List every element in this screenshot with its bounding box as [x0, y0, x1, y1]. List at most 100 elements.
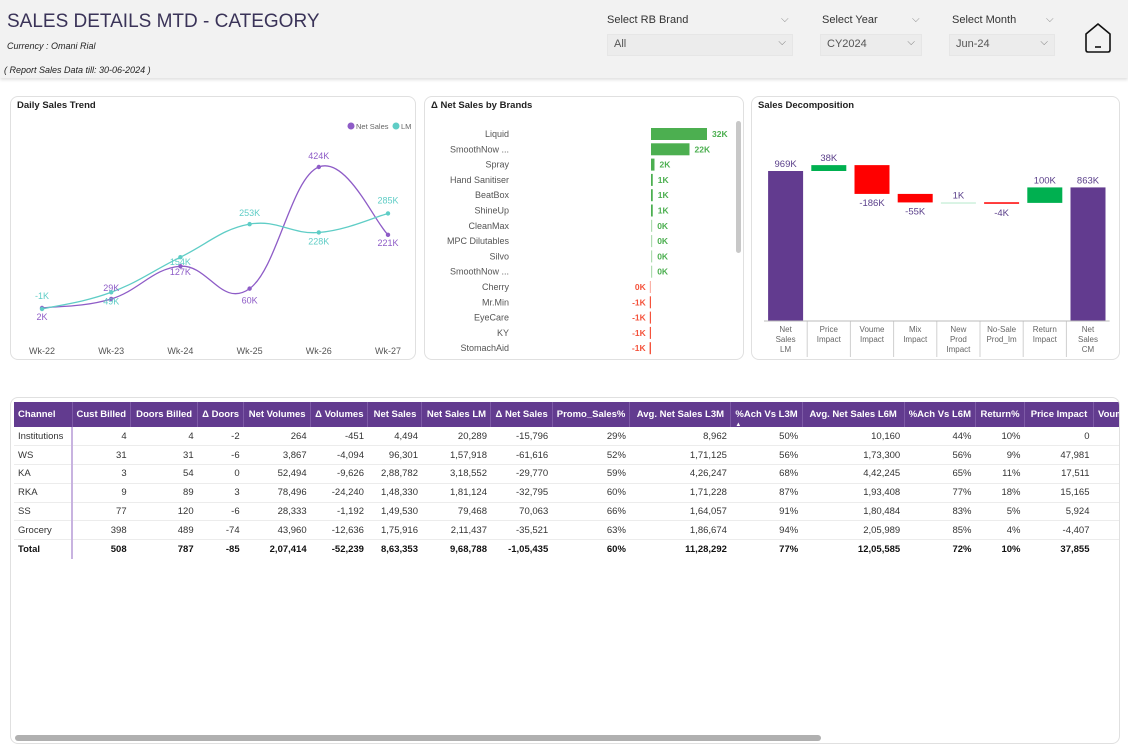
table-header-row: Channel Cust Billed Doors Billed Δ Doors Net… — [14, 402, 1119, 428]
data-point[interactable] — [247, 221, 252, 227]
bar[interactable] — [651, 128, 707, 140]
x-category-label: Impact — [1033, 335, 1058, 344]
waterfall-bar[interactable] — [1070, 187, 1106, 321]
data-point[interactable] — [385, 211, 391, 216]
column-header[interactable]: Δ Net Sales — [490, 402, 553, 427]
month-dropdown-value: Jun-24 — [956, 38, 990, 50]
column-header[interactable]: Promo_Sales% — [552, 402, 631, 427]
column-header[interactable]: Channel — [14, 402, 73, 427]
column-header[interactable]: Net Sales LM — [421, 402, 492, 427]
value-cell: 70,063 — [490, 502, 553, 522]
column-header[interactable]: Δ Doors — [197, 402, 245, 427]
column-header[interactable]: Cust Billed — [72, 402, 132, 427]
bar[interactable] — [651, 250, 653, 263]
value-cell: 1,93,408 — [802, 483, 905, 503]
table-row[interactable]: WS 31 31 -6 3,867 -4,094 96,301 1,57,918 -61,616… — [14, 445, 1119, 466]
column-header[interactable]: %Ach Vs L6M — [904, 402, 976, 427]
legend-net-sales-label: Net Sales — [356, 122, 389, 131]
waterfall-value-label: -55K — [905, 206, 926, 217]
x-category-label: Impact — [903, 335, 928, 344]
value-cell: 3 — [197, 483, 244, 503]
chevron-down-icon[interactable]: ⌵ — [781, 14, 789, 25]
table-row[interactable]: Grocery 398 489 -74 43,960 -12,636 1,75,916 2,1… — [14, 520, 1119, 541]
table-row[interactable]: Institutions 4 4 -2 264 -451 4,494 20,289 -15,79… — [14, 427, 1119, 447]
chevron-down-icon[interactable]: ⌵ — [912, 14, 920, 25]
month-dropdown[interactable]: Jun-24 ⌵ — [949, 34, 1055, 56]
table-row[interactable]: SS 77 120 -6 28,333 -1,192 1,49,530 79,468 70,06… — [14, 502, 1119, 522]
bar[interactable] — [651, 158, 655, 171]
column-header[interactable]: %Ach Vs L3M ▲ — [730, 402, 803, 428]
data-label: 253K — [239, 208, 260, 218]
column-header[interactable]: Voum — [1093, 402, 1119, 427]
bar[interactable] — [649, 281, 651, 293]
column-header[interactable]: Return% — [975, 402, 1025, 427]
data-label: 60K — [242, 296, 258, 306]
value-cell: 18% — [975, 483, 1025, 503]
table-total-row[interactable]: Total 508 787 -85 2,07,414 -52,239 8,63,353 9,6… — [14, 539, 1119, 559]
brand-list-scrollbar[interactable] — [736, 121, 741, 253]
bar[interactable] — [649, 296, 651, 309]
value-cell: 508 — [110, 543, 127, 555]
sort-ascending-icon[interactable]: ▲ — [735, 422, 742, 428]
column-header[interactable]: Δ Volumes — [310, 402, 369, 427]
home-icon[interactable] — [1083, 22, 1113, 54]
bar[interactable] — [649, 326, 651, 339]
data-point[interactable] — [109, 296, 114, 302]
bar[interactable] — [651, 143, 690, 156]
bar[interactable] — [651, 189, 653, 202]
data-point[interactable] — [109, 290, 114, 295]
bar-value-label: 1K — [658, 190, 670, 200]
waterfall-bar[interactable] — [940, 202, 976, 204]
bar-value-label: 1K — [658, 175, 670, 185]
value-cell: 10% — [1001, 543, 1021, 555]
waterfall-bar[interactable] — [768, 171, 804, 321]
value-cell: 89 — [130, 483, 198, 503]
data-point[interactable] — [385, 232, 391, 238]
bar[interactable] — [651, 235, 653, 248]
bar[interactable] — [651, 173, 653, 186]
data-point[interactable] — [316, 164, 321, 170]
data-point[interactable] — [178, 264, 183, 269]
waterfall-bar[interactable] — [1027, 187, 1063, 203]
bar[interactable] — [651, 265, 653, 278]
column-header-label: Net Volumes — [248, 409, 306, 420]
column-header[interactable]: Avg. Net Sales L6M — [802, 402, 905, 427]
currency-label: Currency : Omani Rial — [7, 41, 96, 51]
month-slicer-label: Select Month — [952, 14, 1017, 26]
column-header-label: Cust Billed — [76, 409, 127, 420]
bar[interactable] — [649, 342, 651, 355]
bar[interactable] — [651, 204, 653, 217]
data-point[interactable] — [316, 230, 321, 235]
value-cell: 5% — [975, 502, 1025, 522]
value-cell: 66% — [552, 502, 630, 522]
x-category-label: Mix — [909, 325, 921, 334]
x-tick-label: Wk-27 — [375, 346, 401, 356]
table-horizontal-scrollbar[interactable] — [15, 735, 821, 741]
waterfall-bar[interactable] — [984, 202, 1020, 204]
table-row[interactable]: RKA 9 89 3 78,496 -24,240 1,48,330 1,81,124 -32,… — [14, 483, 1119, 503]
x-category-label: Prod — [950, 335, 967, 344]
column-header[interactable]: Net Volumes — [243, 402, 312, 427]
channel-cell: KA — [14, 464, 73, 484]
table-row[interactable]: KA 3 54 0 52,494 -9,626 2,88,782 3,18,552 -29,77… — [14, 464, 1119, 484]
bar-value-label: -1K — [632, 343, 647, 353]
data-point[interactable] — [178, 255, 183, 260]
year-dropdown[interactable]: CY2024 ⌵ — [820, 34, 922, 56]
column-header[interactable]: Price Impact — [1024, 402, 1094, 427]
waterfall-bar[interactable] — [811, 165, 847, 171]
brand-dropdown[interactable]: All ⌵ — [607, 34, 793, 56]
value-cell — [1093, 427, 1119, 447]
column-header[interactable]: Avg. Net Sales L3M — [629, 402, 732, 427]
data-point[interactable] — [39, 306, 45, 312]
bar[interactable] — [651, 219, 653, 232]
waterfall-bar[interactable] — [897, 193, 933, 203]
value-cell: 1,57,918 — [421, 445, 491, 466]
value-cell: 2,07,414 — [269, 543, 307, 555]
waterfall-bar[interactable] — [854, 165, 890, 194]
bar[interactable] — [649, 311, 651, 324]
column-header[interactable]: Net Sales — [367, 402, 423, 427]
data-point[interactable] — [247, 286, 252, 291]
column-header[interactable]: Doors Billed — [130, 402, 199, 427]
waterfall-value-label: -4K — [994, 208, 1009, 219]
chevron-down-icon[interactable]: ⌵ — [1046, 14, 1054, 25]
